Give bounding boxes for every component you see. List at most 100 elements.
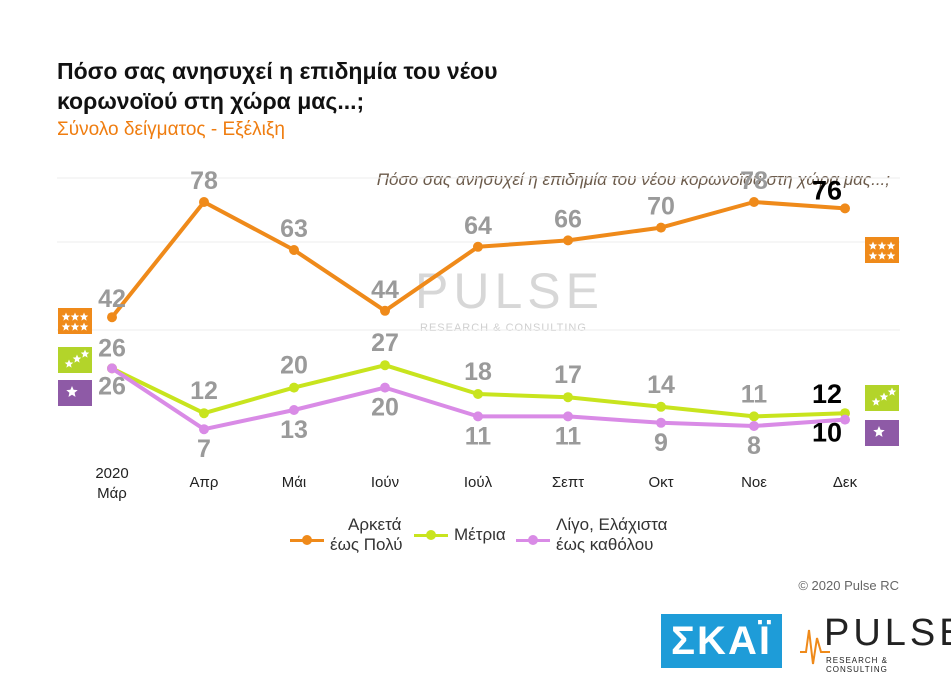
point-s1-4 [473,389,483,399]
orange-badge-left-icon-star-6 [79,322,89,331]
orange-badge-left-icon [58,308,92,334]
x-tick-5: Σεπτ [552,474,584,491]
pulse-wave-icon [800,629,830,665]
violet-badge-left-icon-star-1 [66,386,78,397]
data-label-s1-3: 27 [371,329,399,357]
data-label-s0-0: 42 [98,285,126,313]
point-s2-0 [107,363,117,374]
point-s0-6 [656,222,666,233]
legend-label-lime: Μέτρια [454,525,506,544]
orange-badge-right-icon-star-4 [868,251,878,260]
data-label-s1-0: 26 [98,334,126,362]
chart-title: Πόσο σας ανησυχεί η επιδημία του νέου κο… [57,58,498,114]
point-s0-8 [840,203,850,214]
x-tick-1: Απρ [190,474,219,491]
orange-badge-left-icon-star-3 [79,312,89,321]
point-s2-6 [656,417,666,428]
data-label-s2-7: 8 [747,432,761,460]
violet-badge-right-icon-star-1 [873,426,885,437]
x-tick-4: Ιούλ [464,474,493,491]
orange-badge-left-icon-star-1 [61,312,71,321]
point-s1-3 [380,360,390,371]
data-label-s1-4: 18 [464,358,492,386]
point-s1-6 [656,401,666,412]
orange-badge-left-icon-star-2 [70,312,80,321]
pulse-logo-word: PULSE [824,612,951,654]
point-s0-3 [380,305,390,316]
data-label-s2-4: 11 [465,422,492,450]
point-s2-1 [199,424,209,435]
lime-badge-left-icon [58,347,92,373]
data-label-s1-2: 20 [280,352,308,380]
point-s1-2 [289,382,299,393]
x-tick-2: Μάι [282,474,307,491]
data-label-s0-7: 78 [740,167,768,195]
orange-badge-right-icon-star-2 [877,241,887,250]
data-label-s2-8: 10 [812,418,842,448]
legend-item-violet: Λίγο, Ελάχιστα έως καθόλου [516,515,667,555]
lime-badge-left-icon-star-2 [72,354,82,363]
x-tick-6: Οκτ [648,474,673,491]
pulse-logo-subtitle: RESEARCH & CONSULTING [826,656,889,674]
lime-badge-left-icon-star-1 [64,359,74,368]
legend-item-lime: Μέτρια [414,525,506,545]
x-tick-8: Δεκ [833,474,858,491]
point-s2-3 [380,382,390,393]
violet-badge-right-icon [865,420,899,446]
chart-subtitle: Σύνολο δείγματος - Εξέλιξη [57,119,285,140]
lime-badge-left-icon-star-3 [80,349,90,358]
data-label-s2-0: 26 [98,372,126,400]
data-label-s1-5: 17 [554,361,582,389]
point-s1-1 [199,408,209,419]
point-s2-7 [749,421,759,431]
data-label-s2-3: 20 [371,394,399,422]
orange-badge-left-icon-star-5 [70,322,80,331]
question-text: Πόσο σας ανησυχεί η επιδημία του νέου κο… [376,170,890,189]
point-s0-2 [289,245,299,255]
legend-item-orange: Αρκετά έως Πολύ [290,515,403,555]
point-s0-0 [107,312,117,323]
point-s1-7 [749,411,759,422]
watermark-word: PULSE [415,263,604,319]
data-label-s0-5: 66 [554,205,582,233]
legend-label-violet-2: έως καθόλου [556,535,654,554]
data-label-s0-2: 63 [280,215,308,243]
point-s2-5 [563,411,573,422]
data-label-s2-6: 9 [654,429,668,457]
legend-swatch-violet [516,531,550,549]
pulse-logo: PULSE RESEARCH & CONSULTING [800,612,951,674]
copyright: © 2020 Pulse RC [798,578,899,593]
data-label-s0-6: 70 [647,193,675,221]
data-label-s1-6: 14 [647,371,675,399]
data-label-s2-1: 7 [197,435,211,463]
data-label-s0-1: 78 [190,167,218,195]
data-label-s0-4: 64 [464,212,492,240]
lime-badge-right-icon-star-1 [871,397,881,406]
data-label-s0-8: 76 [812,175,842,205]
lime-badge-right-icon [865,385,899,411]
x-tick-3: Ιούν [371,474,399,491]
orange-badge-right-icon [865,237,899,263]
point-s2-8 [840,414,850,425]
legend-label-orange-2: έως Πολύ [330,535,403,554]
point-s0-4 [473,241,483,252]
data-label-s0-3: 44 [371,276,399,304]
x-tick-0: Μάρ [97,485,127,502]
legend-swatch-lime [414,526,448,544]
data-label-s1-7: 11 [741,380,768,408]
data-label-s1-8: 12 [812,379,842,409]
orange-badge-right-icon-star-3 [886,241,896,250]
legend-label-orange-1: Αρκετά [348,515,402,534]
point-s2-2 [289,405,299,415]
watermark-subtitle: RESEARCH & CONSULTING [420,322,587,334]
orange-badge-left-icon-star-4 [61,322,71,331]
point-s0-1 [199,197,209,207]
violet-badge-left-icon [58,380,92,406]
legend-label-violet-1: Λίγο, Ελάχιστα [556,515,668,534]
point-s1-5 [563,392,573,403]
lime-badge-right-icon-star-3 [887,387,897,396]
orange-badge-right-icon-star-6 [886,251,896,260]
legend-swatch-orange [290,531,324,549]
point-s0-7 [749,197,759,207]
data-label-s1-1: 12 [190,377,218,405]
